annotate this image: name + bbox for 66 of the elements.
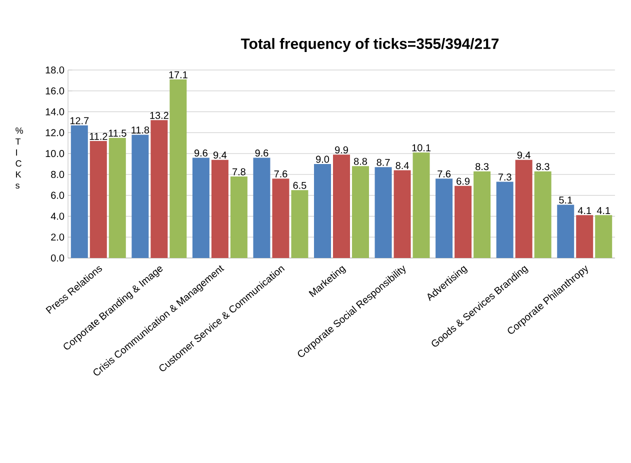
- bar: [352, 166, 369, 258]
- y-tick-label: 6.0: [51, 192, 64, 199]
- data-label: 7.8: [232, 168, 246, 176]
- data-label: 5.1: [559, 196, 572, 204]
- bar: [496, 182, 514, 258]
- data-label: 6.9: [456, 178, 470, 185]
- bar: [150, 120, 168, 258]
- bar: [70, 125, 88, 258]
- bar: [332, 154, 350, 258]
- y-tick-label: 0.0: [51, 254, 64, 262]
- bar: [557, 204, 574, 258]
- bar: [474, 171, 491, 258]
- data-label: 13.2: [150, 112, 168, 119]
- data-label: 8.8: [354, 158, 367, 165]
- bar: [253, 158, 270, 258]
- bar: [90, 141, 107, 258]
- data-label: 11.8: [132, 126, 150, 134]
- data-label: 11.5: [108, 130, 126, 137]
- data-label: 9.4: [517, 152, 530, 159]
- bar: [192, 158, 210, 258]
- data-label: 7.6: [274, 170, 288, 178]
- bar: [132, 134, 149, 258]
- bar: [291, 190, 308, 258]
- bar: [314, 164, 332, 258]
- data-label: 9.6: [194, 149, 208, 157]
- bar: [394, 170, 411, 258]
- bar: [211, 160, 228, 258]
- data-label: 12.7: [70, 117, 89, 124]
- data-label: 10.1: [412, 144, 430, 152]
- bar: [515, 160, 532, 258]
- chart-title: Total frequency of ticks=355/394/217: [240, 38, 499, 52]
- y-tick-label: 8.0: [51, 170, 64, 178]
- data-label: 9.4: [213, 152, 227, 159]
- data-label: 9.6: [255, 149, 268, 157]
- bar: [436, 178, 453, 258]
- data-label: 8.3: [476, 163, 489, 170]
- y-tick-label: 12.0: [46, 129, 64, 136]
- data-label: 6.5: [293, 182, 306, 189]
- data-label: 17.1: [169, 71, 188, 78]
- data-label: 11.2: [90, 132, 108, 140]
- data-label: 8.3: [536, 163, 550, 170]
- data-label: 7.6: [438, 170, 451, 178]
- bar: [230, 176, 248, 258]
- data-label: 4.1: [578, 207, 592, 214]
- data-label: 8.4: [396, 162, 409, 170]
- y-tick-label: 18.0: [46, 66, 64, 74]
- y-tick-label: 2.0: [51, 234, 64, 241]
- bar: [374, 167, 392, 258]
- bar: [412, 152, 430, 258]
- y-tick-label: 10.0: [46, 150, 64, 158]
- y-axis-title: % T I C K s: [16, 127, 23, 189]
- y-tick-label: 14.0: [46, 108, 64, 116]
- data-label: 9.0: [316, 156, 330, 163]
- bar: [454, 186, 472, 258]
- data-label: 4.1: [596, 207, 610, 214]
- y-tick-label: 4.0: [50, 212, 64, 220]
- bar: [576, 215, 594, 258]
- bar: [534, 171, 552, 258]
- data-label: 8.7: [376, 158, 390, 166]
- bar: [170, 79, 187, 258]
- y-tick-label: 16.0: [46, 87, 64, 94]
- bar: [108, 138, 126, 258]
- data-label: 9.9: [335, 146, 348, 154]
- bar: [595, 215, 612, 258]
- bar: [272, 178, 290, 258]
- data-label: 7.3: [498, 174, 512, 181]
